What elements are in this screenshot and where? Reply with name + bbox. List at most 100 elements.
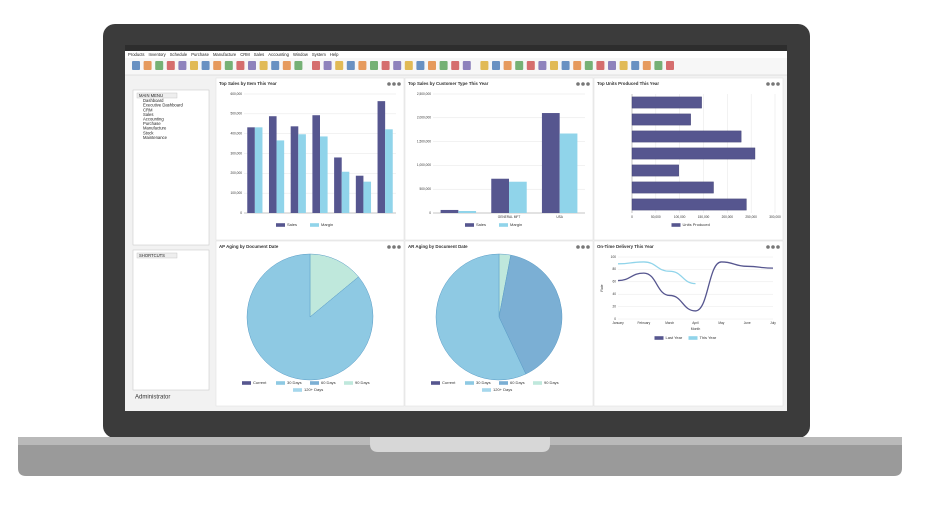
toolbar-button[interactable]	[312, 61, 320, 70]
legend-label: 60 Days	[510, 380, 525, 385]
panel-button[interactable]	[586, 82, 590, 86]
toolbar-button[interactable]	[236, 61, 245, 70]
line-series	[617, 261, 774, 312]
main-menu-item[interactable]: Executive Dashboard	[143, 103, 183, 108]
toolbar-button[interactable]	[404, 61, 413, 70]
menu-item[interactable]: System	[312, 52, 326, 57]
legend-swatch	[310, 223, 319, 227]
panel-button[interactable]	[576, 82, 580, 86]
toolbar-button[interactable]	[654, 61, 663, 70]
bar	[440, 209, 459, 213]
panel-button[interactable]	[387, 82, 391, 86]
toolbar-button[interactable]	[561, 61, 570, 70]
y-tick-label: 200,000	[230, 171, 242, 175]
toolbar-button[interactable]	[503, 61, 512, 70]
toolbar-button[interactable]	[282, 61, 291, 70]
toolbar-button[interactable]	[166, 61, 175, 70]
toolbar-button[interactable]	[451, 61, 460, 70]
panel-button[interactable]	[771, 245, 775, 249]
main-menu-item[interactable]: Purchase	[143, 121, 161, 126]
menu-item[interactable]: Purchase	[191, 52, 209, 57]
x-tick-label: June	[744, 321, 751, 325]
menu-item[interactable]: CRM	[240, 52, 250, 57]
main-menu-item[interactable]: CRM	[143, 107, 153, 112]
panel-button[interactable]	[397, 82, 401, 86]
toolbar-button[interactable]	[462, 61, 471, 70]
toolbar-button[interactable]	[190, 61, 198, 70]
toolbar-button[interactable]	[213, 61, 222, 70]
toolbar-button[interactable]	[271, 61, 280, 70]
toolbar-button[interactable]	[642, 61, 651, 70]
x-tick-label: 100,000	[674, 215, 686, 219]
toolbar-button[interactable]	[143, 61, 152, 70]
toolbar-button[interactable]	[631, 61, 640, 70]
toolbar-button[interactable]	[248, 61, 256, 70]
menu-item[interactable]: Schedule	[170, 52, 188, 57]
panel-button[interactable]	[776, 245, 780, 249]
main-menu-item[interactable]: Dashboard	[143, 98, 164, 103]
toolbar-button[interactable]	[155, 61, 164, 70]
menu-item[interactable]: Accounting	[268, 52, 289, 57]
panel-button[interactable]	[387, 245, 391, 249]
toolbar-button[interactable]	[346, 61, 355, 70]
menu-item[interactable]: Manufacture	[213, 52, 237, 57]
chart-panel: AP Aging by Document Date Current 30 Days 6…	[215, 240, 405, 407]
menu-item[interactable]: Sales	[254, 52, 264, 57]
toolbar-button[interactable]	[323, 61, 332, 70]
toolbar-button[interactable]	[381, 61, 390, 70]
menu-item[interactable]: Products	[128, 52, 145, 57]
main-menu-item[interactable]: Manufacture	[143, 126, 167, 131]
panel-button[interactable]	[776, 82, 780, 86]
user-name: Administrator	[135, 395, 170, 401]
menu-item[interactable]: Help	[330, 52, 339, 57]
main-menu-item[interactable]: Sales	[143, 112, 153, 117]
toolbar-button[interactable]	[178, 61, 187, 70]
legend-label: 120+ Days	[493, 387, 512, 392]
toolbar-button[interactable]	[480, 61, 489, 70]
toolbar-button[interactable]	[619, 61, 628, 70]
panel-button[interactable]	[766, 82, 770, 86]
toolbar-button[interactable]	[439, 61, 448, 70]
main-menu-item[interactable]: Maintenance	[143, 135, 168, 140]
toolbar-button[interactable]	[370, 61, 378, 70]
panel-background	[215, 77, 405, 241]
toolbar-button[interactable]	[416, 61, 425, 70]
toolbar-button[interactable]	[428, 61, 436, 70]
toolbar-button[interactable]	[515, 61, 524, 70]
toolbar-button[interactable]	[596, 61, 605, 70]
y-tick-label: 300,000	[230, 151, 242, 155]
panel-button[interactable]	[771, 82, 775, 86]
chart-panel: Top Units Produced This Year 0 50,000 100,0…	[593, 77, 784, 241]
menu-item[interactable]: Inventory	[149, 52, 167, 57]
y-tick-label: 500,000	[419, 187, 431, 191]
toolbar-button[interactable]	[294, 61, 303, 70]
toolbar-button[interactable]	[573, 61, 582, 70]
menu-item[interactable]: Window	[293, 52, 309, 57]
panel-button[interactable]	[766, 245, 770, 249]
main-menu-item[interactable]: Accounting	[143, 117, 164, 122]
panel-button[interactable]	[397, 245, 401, 249]
toolbar-button[interactable]	[666, 61, 674, 70]
toolbar-button[interactable]	[132, 61, 140, 70]
toolbar-button[interactable]	[584, 61, 593, 70]
toolbar-button[interactable]	[224, 61, 233, 70]
toolbar-button[interactable]	[393, 61, 402, 70]
panel-button[interactable]	[581, 245, 585, 249]
toolbar-button[interactable]	[608, 61, 616, 70]
legend-swatch	[293, 388, 302, 392]
panel-button[interactable]	[392, 245, 396, 249]
toolbar-button[interactable]	[358, 61, 367, 70]
toolbar-button[interactable]	[335, 61, 344, 70]
toolbar-button[interactable]	[492, 61, 500, 70]
main-menu-item[interactable]: Stock	[143, 130, 154, 135]
panel-button[interactable]	[392, 82, 396, 86]
toolbar-button[interactable]	[201, 61, 210, 70]
toolbar-button[interactable]	[526, 61, 535, 70]
toolbar-button[interactable]	[550, 61, 558, 70]
toolbar-button[interactable]	[538, 61, 547, 70]
panel-button[interactable]	[581, 82, 585, 86]
panel-button[interactable]	[576, 245, 580, 249]
toolbar-button[interactable]	[259, 61, 268, 70]
panel-button[interactable]	[586, 245, 590, 249]
bar	[363, 181, 372, 213]
